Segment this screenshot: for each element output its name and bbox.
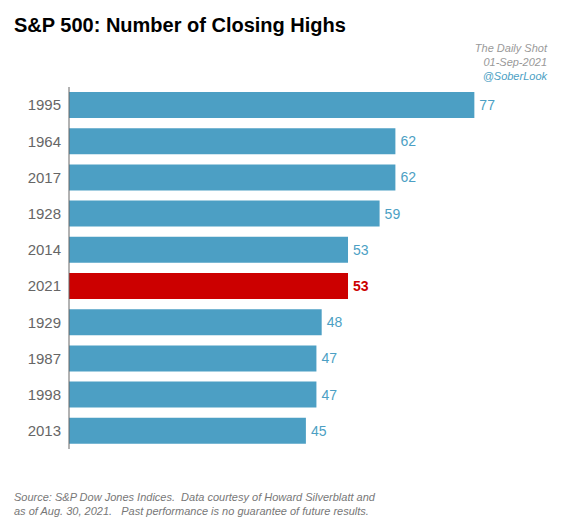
svg-text:53: 53 xyxy=(353,242,369,258)
svg-text:1995: 1995 xyxy=(28,96,61,113)
svg-text:47: 47 xyxy=(321,350,337,366)
svg-text:2013: 2013 xyxy=(28,422,61,439)
svg-text:1987: 1987 xyxy=(28,350,61,367)
html-text:01-Sep-2021: 01-Sep-2021 xyxy=(483,56,547,68)
html-text:@SoberLook: @SoberLook xyxy=(482,70,547,82)
svg-text:48: 48 xyxy=(327,314,343,330)
svg-text:1929: 1929 xyxy=(28,314,61,331)
svg-text:53: 53 xyxy=(353,278,369,294)
html-text:S&P 500: Number of Closing Hig: S&P 500: Number of Closing Highs xyxy=(14,14,346,36)
html-text:Source: S&P Dow Jones Indices.: Source: S&P Dow Jones Indices. Data cour… xyxy=(14,491,375,517)
svg-text:2021: 2021 xyxy=(28,277,61,294)
html-text:The Daily Shot: The Daily Shot xyxy=(474,42,547,54)
svg-text:1998: 1998 xyxy=(28,386,61,403)
svg-text:1928: 1928 xyxy=(28,205,61,222)
svg-text:2017: 2017 xyxy=(28,169,61,186)
svg-text:47: 47 xyxy=(321,387,337,403)
svg-text:62: 62 xyxy=(400,169,416,185)
svg-text:45: 45 xyxy=(311,423,327,439)
svg-text:59: 59 xyxy=(385,206,401,222)
svg-text:2014: 2014 xyxy=(28,241,61,258)
svg-text:62: 62 xyxy=(400,133,416,149)
svg-text:77: 77 xyxy=(479,97,495,113)
svg-text:1964: 1964 xyxy=(28,133,61,150)
